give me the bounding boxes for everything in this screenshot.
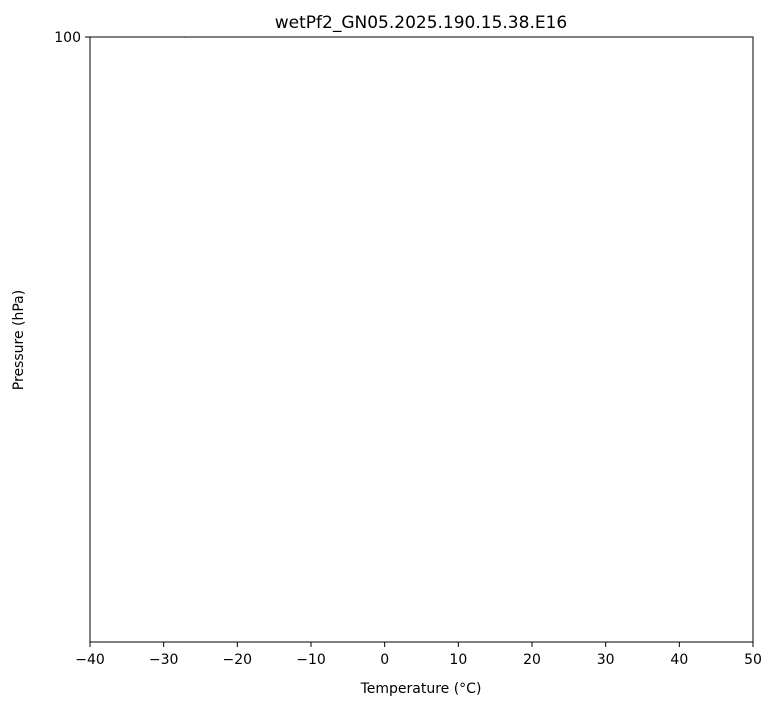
axis-ticks: −40−30−20−100102030405010020030040050060… <box>54 30 762 668</box>
x-tick-label: 40 <box>670 652 688 668</box>
x-tick-label: 10 <box>449 652 467 668</box>
y-axis-label: Pressure (hPa) <box>11 290 27 390</box>
x-tick-label: −40 <box>75 652 105 668</box>
dry-adiabat-line <box>585 37 587 38</box>
x-tick-label: −20 <box>223 652 253 668</box>
isotherm-line <box>574 37 575 38</box>
x-tick-label: −30 <box>149 652 179 668</box>
isotherm-label: -100 <box>153 0 182 2</box>
y-tick-label: 100 <box>54 30 81 46</box>
isotherm-line <box>721 37 722 38</box>
x-tick-label: 30 <box>597 652 615 668</box>
background-line-labels: 0.10.20.40.611.52346810131620253036-100-… <box>153 0 775 2</box>
x-tick-label: 50 <box>744 652 762 668</box>
x-axis-label: Temperature (°C) <box>360 681 482 697</box>
plot-frame <box>89 36 754 643</box>
isotherm-line <box>0 0 321 37</box>
isotherm-line <box>647 37 649 38</box>
x-tick-label: 20 <box>523 652 541 668</box>
x-tick-label: −10 <box>296 652 326 668</box>
dry-adiabat-line <box>623 37 626 38</box>
dry-adiabat-line <box>661 37 664 38</box>
chart-title: wetPf2_GN05.2025.190.15.38.E16 <box>275 13 567 33</box>
x-tick-label: 0 <box>380 652 389 668</box>
dry-adiabat-line <box>547 37 549 38</box>
